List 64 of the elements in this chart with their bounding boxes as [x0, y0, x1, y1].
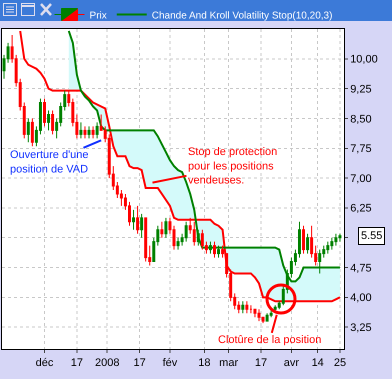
y-tick-label: 3,25 — [350, 322, 372, 334]
legend-label: Chande And Kroll Volatility Stop(10,20,3) — [152, 10, 332, 22]
candlestick — [30, 118, 34, 147]
candlestick — [136, 205, 140, 234]
y-tick-label: 4,75 — [350, 262, 372, 274]
annotation: Stop de protection pour les positions vendeuses. — [188, 146, 278, 187]
candlestick — [245, 300, 248, 314]
candlestick — [83, 126, 86, 139]
candlestick — [253, 308, 256, 318]
candlestick — [184, 221, 188, 242]
candlestick — [306, 233, 310, 254]
candlestick — [176, 237, 180, 250]
candlestick — [140, 213, 144, 238]
candlestick — [196, 229, 200, 246]
candlestick — [96, 122, 99, 139]
candlestick — [326, 241, 330, 254]
x-tick-label: fév — [162, 357, 178, 370]
x-tick-label: déc — [36, 357, 54, 370]
x-tick-label: 14 — [312, 357, 324, 370]
y-tick-label: 10,00 — [350, 54, 378, 66]
candlestick — [160, 221, 164, 238]
candlestick — [270, 308, 273, 318]
candlestick — [249, 304, 252, 314]
y-tick-label: 7,75 — [350, 143, 372, 156]
candlestick — [217, 245, 220, 258]
candlestick — [241, 300, 244, 314]
candlestick — [258, 308, 260, 322]
x-tick-label: 17 — [133, 357, 146, 370]
candlestick — [88, 126, 91, 139]
y-tick-label: 4,00 — [350, 292, 372, 304]
x-tick-label: avr — [284, 357, 300, 370]
candlestick — [208, 241, 212, 254]
y-tick-label: 8,50 — [350, 113, 372, 126]
candlestick — [43, 98, 46, 127]
candlestick — [51, 110, 54, 135]
candlestick — [47, 110, 50, 131]
annotation: 5.55 — [361, 230, 382, 242]
candlestick — [144, 217, 148, 262]
x-tick-label: 17 — [70, 357, 84, 370]
annotation: Clotûre de la position — [218, 334, 322, 346]
candlestick — [132, 209, 136, 230]
candlestick — [266, 312, 269, 322]
x-tick-label: mar — [219, 357, 238, 370]
candlestick — [200, 229, 204, 250]
x-tick-label: 25 — [334, 357, 346, 370]
x-tick-label: 17 — [254, 357, 268, 370]
x-tick-label: 18 — [198, 357, 210, 370]
candlestick — [92, 126, 95, 139]
y-tick-label: 6,25 — [350, 202, 372, 215]
candlestick — [334, 233, 338, 246]
candlestick — [302, 225, 306, 254]
y-tick-label: 7,00 — [350, 172, 372, 185]
annotation: Ouverture d'une position de VAD — [10, 149, 89, 176]
candlestick — [79, 122, 82, 139]
candlestick — [330, 237, 334, 250]
candlestick — [164, 217, 168, 238]
candlestick — [212, 241, 216, 258]
candlestick — [318, 249, 322, 274]
candlestick — [192, 221, 196, 246]
candlestick — [26, 118, 30, 143]
legend-label: Prix — [90, 10, 107, 22]
x-tick-label: 2008 — [94, 357, 120, 370]
y-tick-label: 9,25 — [350, 83, 372, 96]
candlestick — [338, 233, 342, 242]
